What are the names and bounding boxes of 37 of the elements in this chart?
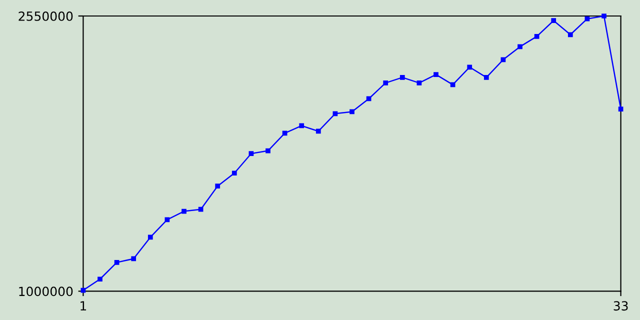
point [518, 44, 522, 50]
point [500, 57, 506, 62]
point [316, 128, 321, 134]
point [551, 18, 556, 24]
point [332, 111, 338, 116]
point [266, 148, 270, 154]
point [467, 64, 472, 70]
point [568, 32, 573, 38]
point [198, 206, 204, 212]
point [400, 75, 405, 80]
y-tick-label: 2550000 [18, 11, 73, 21]
point [618, 106, 624, 112]
point [248, 151, 254, 156]
point [383, 80, 388, 86]
point [182, 208, 186, 214]
point [80, 288, 86, 293]
point [534, 34, 540, 39]
point [282, 130, 288, 136]
point [148, 234, 153, 240]
point [215, 184, 220, 189]
point [450, 82, 456, 88]
point [114, 260, 120, 265]
point [98, 276, 102, 282]
point [602, 14, 606, 18]
point [366, 96, 372, 102]
point [232, 170, 237, 176]
point [299, 123, 304, 128]
point [131, 256, 136, 262]
point [350, 109, 354, 114]
point [584, 16, 590, 22]
point [416, 80, 422, 86]
x-tick-label: 33 [614, 301, 628, 311]
x-tick-label: 1 [80, 301, 86, 310]
point [484, 75, 489, 80]
point [434, 72, 438, 78]
point [164, 217, 170, 222]
y-tick-label: 1000000 [19, 286, 73, 296]
